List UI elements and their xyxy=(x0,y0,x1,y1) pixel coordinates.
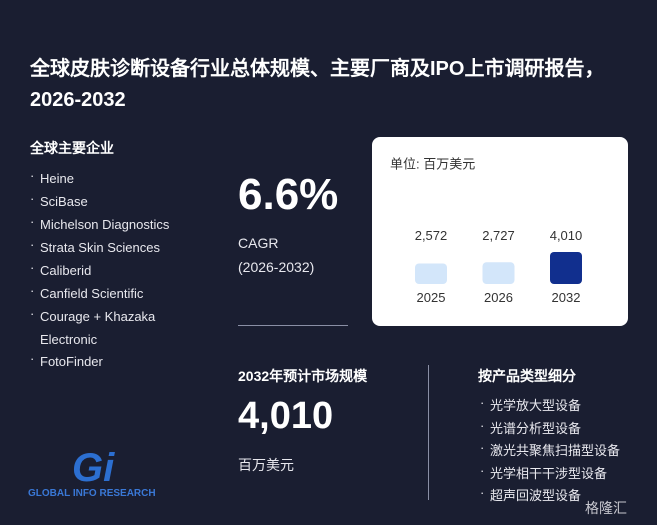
company: Canfield Scientific xyxy=(40,286,144,301)
segment: 超声回波型设备 xyxy=(490,488,582,503)
logo-name: GLOBAL INFO RESEARCH xyxy=(28,488,156,499)
market-unit: 百万美元 xyxy=(238,457,294,473)
logo: Gi xyxy=(72,446,115,490)
company: Courage + Khazaka Electronic xyxy=(40,309,156,347)
bullet: · xyxy=(480,462,485,478)
company: FotoFinder xyxy=(40,354,103,369)
category-label: 2026 xyxy=(484,290,513,305)
bullet: · xyxy=(30,168,35,183)
segments-heading: 按产品类型细分 xyxy=(478,368,576,384)
segment: 光学相干干涉型设备 xyxy=(490,465,608,481)
bullet: · xyxy=(30,191,35,206)
category-label: 2032 xyxy=(552,290,581,305)
company: SciBase xyxy=(40,194,88,209)
bullet: · xyxy=(30,351,35,366)
value-label: 4,010 xyxy=(550,228,583,243)
bullet: · xyxy=(30,237,35,252)
bullet: · xyxy=(30,214,35,229)
bullet: · xyxy=(30,260,35,275)
bar xyxy=(482,262,515,284)
cagr-period: (2026-2032) xyxy=(238,259,315,275)
value-label: 2,727 xyxy=(482,228,515,243)
bullet: · xyxy=(30,306,35,321)
unit-label: 单位: 百万美元 xyxy=(390,156,475,171)
category-label: 2025 xyxy=(417,290,446,305)
company: Heine xyxy=(40,171,74,186)
market-value: 4,010 xyxy=(238,395,334,437)
company: Strata Skin Sciences xyxy=(40,240,160,255)
segment: 光学放大型设备 xyxy=(490,398,582,413)
watermark: 格隆汇 xyxy=(585,500,627,516)
cagr-label: CAGR xyxy=(238,235,279,251)
bullet: · xyxy=(30,283,35,298)
segment: 激光共聚焦扫描型设备 xyxy=(490,443,621,458)
bar xyxy=(415,263,447,284)
chart: 单位: 百万美元 2,572 2025 2,727 2026 4,010 2032 xyxy=(390,156,583,305)
companies-heading: 全球主要企业 xyxy=(30,140,114,156)
value-label: 2,572 xyxy=(415,228,448,243)
bar xyxy=(550,252,582,284)
divider xyxy=(238,325,348,326)
divider xyxy=(428,365,429,500)
bullet: · xyxy=(480,417,485,433)
cagr-value: 6.6% xyxy=(238,170,339,219)
company: Caliberid xyxy=(40,263,92,278)
bullet: · xyxy=(480,395,485,410)
title: 全球皮肤诊断设备行业总体规模、主要厂商及IPO上市调研报告，2026-2032 xyxy=(30,58,605,111)
company: Michelson Diagnostics xyxy=(40,217,170,232)
bullet: · xyxy=(480,440,485,455)
bullet: · xyxy=(480,485,485,500)
segment: 光谱分析型设备 xyxy=(490,420,582,436)
market-heading: 2032年预计市场规模 xyxy=(238,368,368,384)
chart-card: 单位: 百万美元 2,572 2025 2,727 2026 4,010 2032 xyxy=(372,137,628,326)
